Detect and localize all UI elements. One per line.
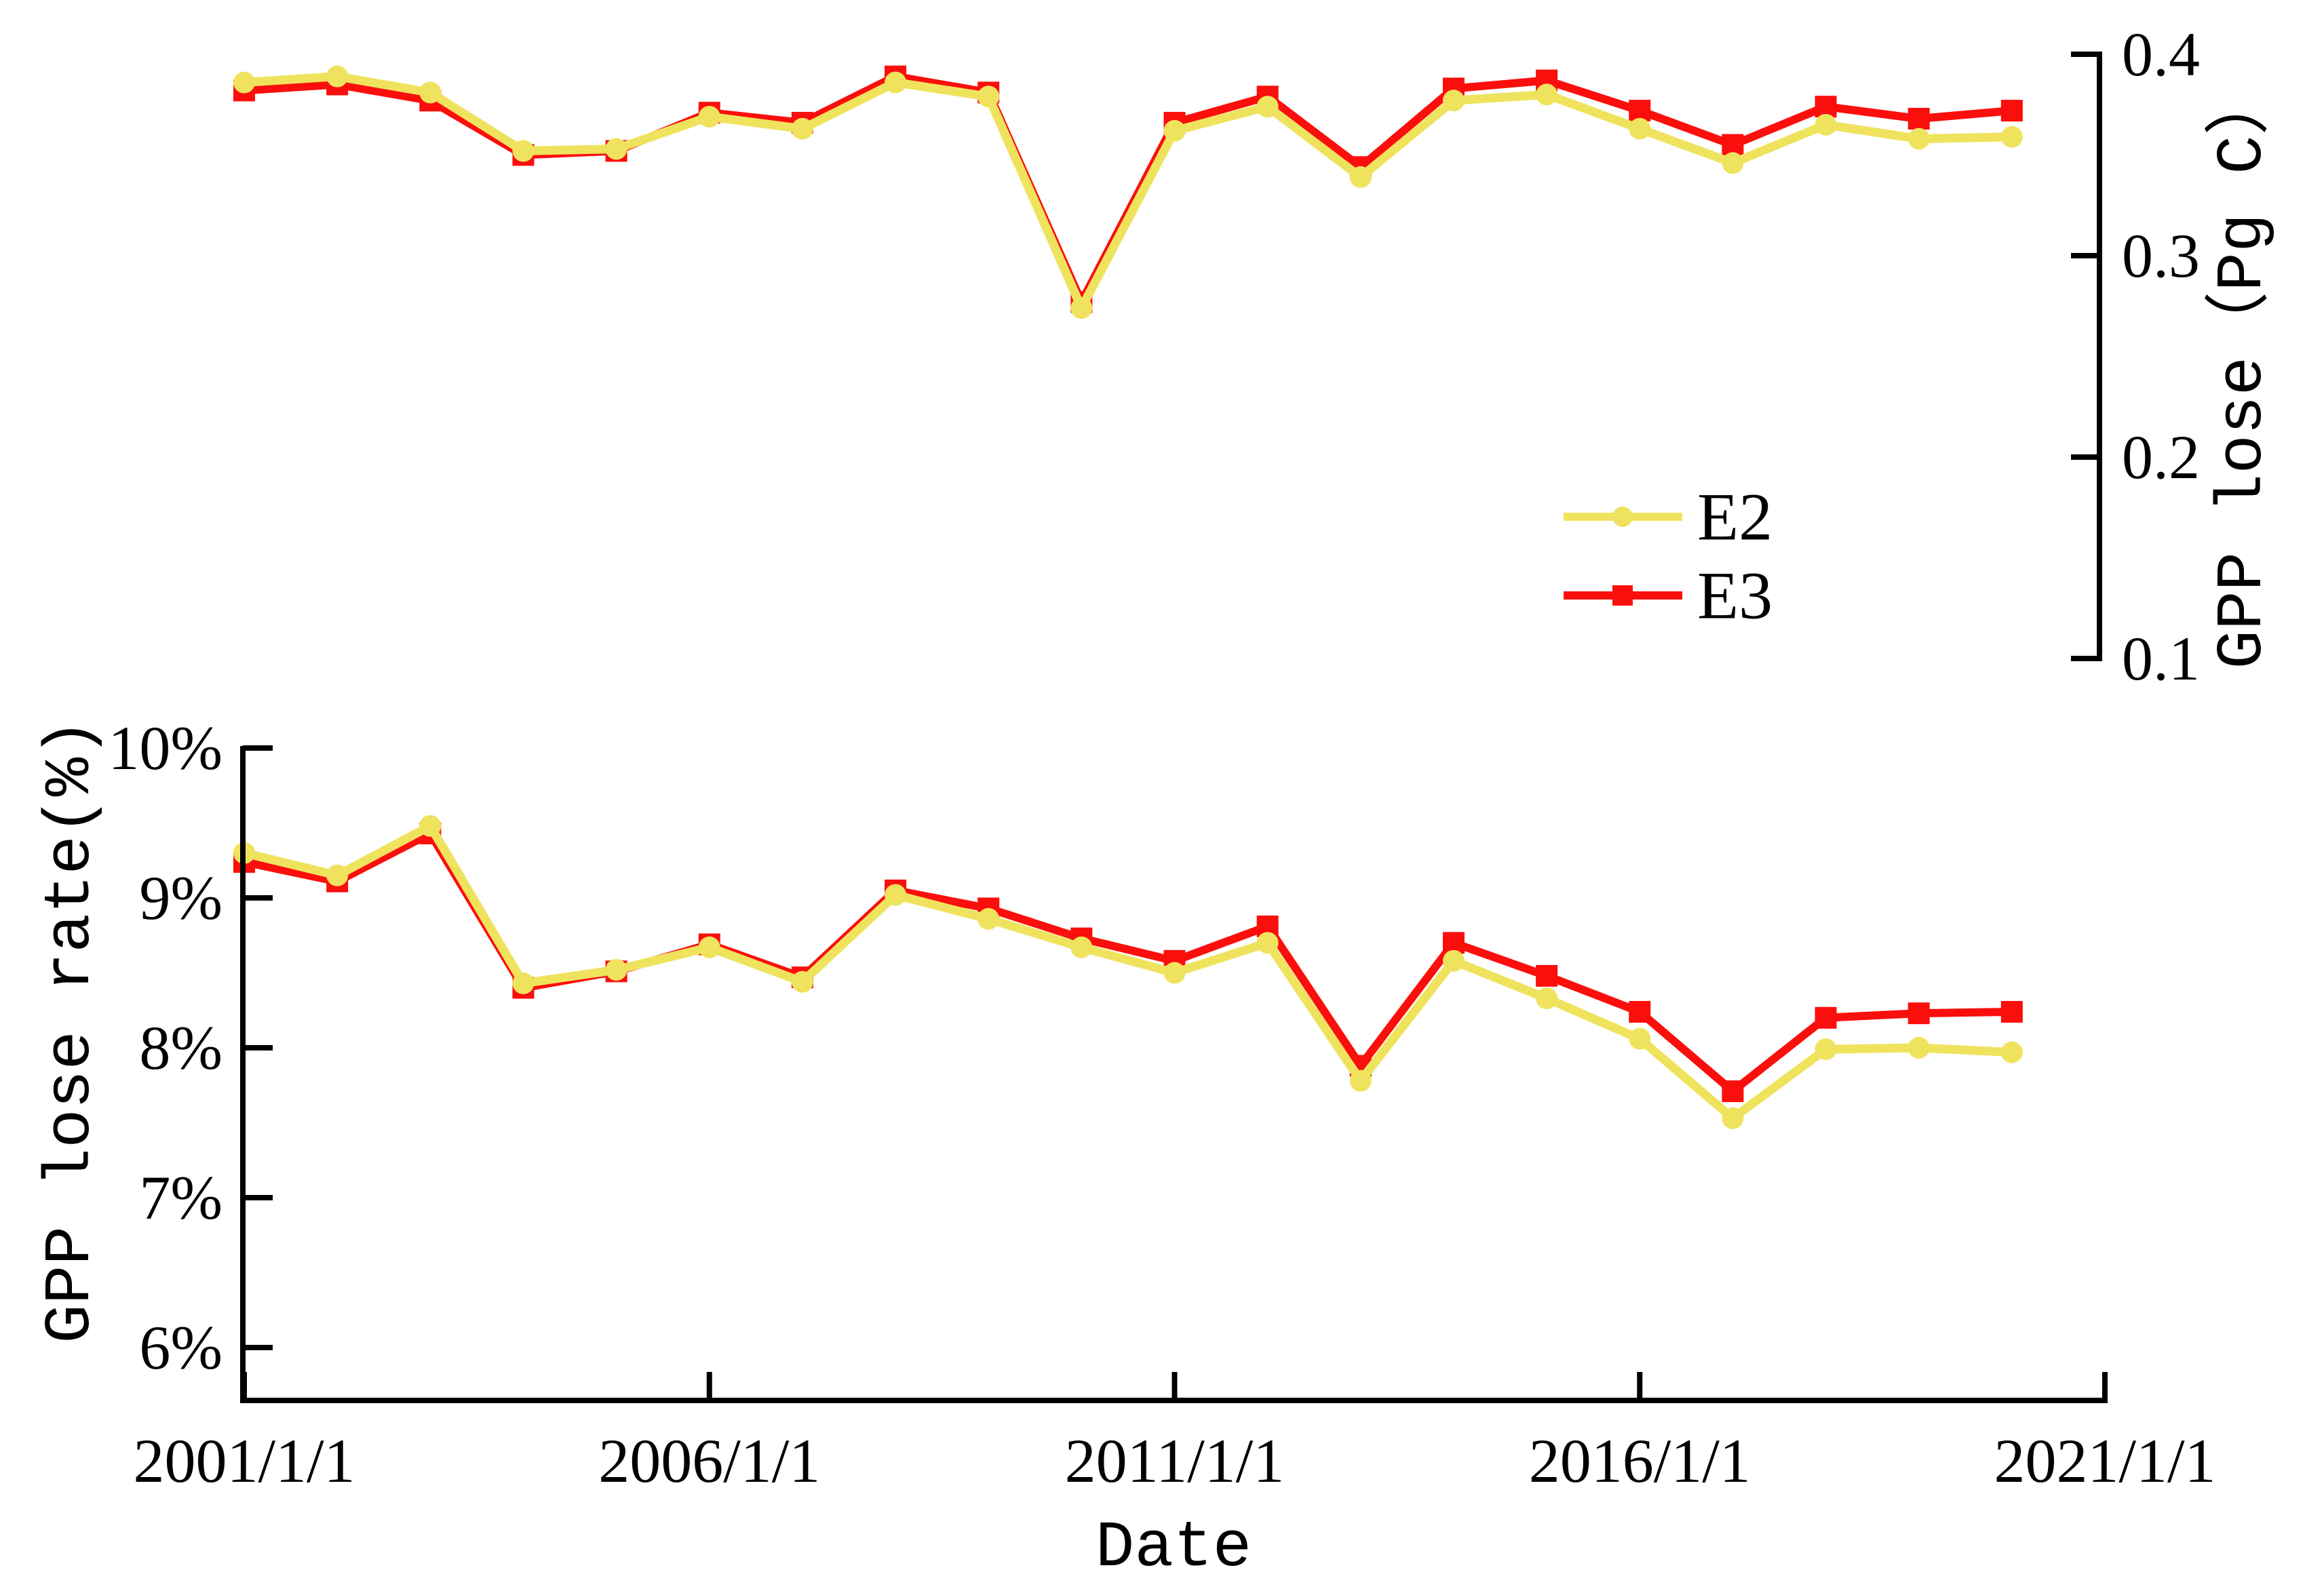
- marker-E3-bottom: [1722, 1080, 1744, 1103]
- marker-E2-top: [1163, 119, 1186, 142]
- marker-E2-bottom: [1815, 1038, 1837, 1061]
- right-y-tick-label: 0.1: [2122, 624, 2200, 693]
- marker-E2-top: [605, 138, 627, 160]
- marker-E2-bottom: [977, 907, 1000, 930]
- marker-E2-top: [1442, 90, 1465, 112]
- x-tick-label: 2001/1/1: [133, 1426, 355, 1495]
- marker-E2-top: [1629, 117, 1651, 140]
- marker-E3-top: [1629, 100, 1651, 122]
- marker-E3-bottom: [1629, 1000, 1651, 1023]
- marker-E2-bottom: [1629, 1027, 1651, 1050]
- top-panel: [233, 65, 2023, 319]
- marker-E2-bottom: [885, 884, 907, 906]
- marker-E2-top: [885, 71, 907, 94]
- left-y-tick-label: 7%: [139, 1163, 222, 1232]
- bottom-axes: 10% 9% 8% 7% 6% 2001/1/1 2006/1/1 2011/1/1 2016/…: [34, 713, 2216, 1585]
- marker-E2-top: [791, 117, 813, 140]
- marker-E3-bottom: [1536, 964, 1558, 987]
- marker-E2-top: [1536, 83, 1558, 106]
- line-E3-top: [244, 72, 2013, 307]
- marker-E2-top: [2000, 125, 2023, 148]
- marker-E2-bottom: [1722, 1107, 1744, 1129]
- marker-E2-bottom: [2000, 1041, 2023, 1063]
- right-y-tick-label: 0.3: [2122, 221, 2200, 290]
- marker-E2-top: [698, 106, 720, 128]
- marker-E2-top: [1907, 127, 1930, 150]
- marker-E2-top: [1722, 152, 1744, 174]
- marker-E2-top: [512, 140, 535, 162]
- marker-E3-top: [1722, 134, 1744, 156]
- legend-label-E2: E2: [1697, 479, 1773, 555]
- marker-E2-bottom: [1442, 949, 1465, 972]
- marker-E2-bottom: [326, 864, 349, 886]
- x-tick-label: 2011/1/1: [1065, 1426, 1285, 1495]
- right-y-tick-label: 0.4: [2122, 20, 2200, 89]
- marker-E2-bottom: [419, 814, 442, 837]
- left-y-tick-label: 9%: [139, 863, 222, 932]
- marker-E3-top: [1907, 108, 1930, 130]
- line-E2-bottom: [243, 821, 2013, 1123]
- marker-E2-bottom: [1070, 936, 1093, 958]
- marker-E3-top: [2000, 100, 2023, 122]
- marker-E2-top: [326, 65, 349, 87]
- left-y-axis-title: GPP lose rate(%): [34, 718, 108, 1343]
- legend-square-marker: [1612, 585, 1633, 606]
- marker-E3-bottom: [2000, 1000, 2023, 1023]
- left-y-tick-label: 6%: [139, 1313, 222, 1382]
- right-y-tick-label: 0.2: [2122, 423, 2200, 492]
- marker-E2-top: [419, 81, 442, 104]
- line-E2-top: [244, 72, 2012, 313]
- marker-E2-top: [977, 85, 1000, 108]
- x-tick-label: 2006/1/1: [598, 1426, 820, 1495]
- marker-E2-bottom: [1163, 962, 1186, 984]
- marker-E2-bottom: [512, 972, 535, 994]
- legend-label-E3: E3: [1697, 558, 1773, 633]
- legend-circle-marker: [1612, 507, 1633, 527]
- marker-E3-top: [1815, 96, 1837, 118]
- marker-E2-top: [233, 71, 255, 94]
- marker-E2-bottom: [605, 959, 627, 981]
- marker-E3-bottom: [1815, 1006, 1837, 1029]
- bottom-panel: [233, 814, 2023, 1129]
- left-y-tick-label: 8%: [139, 1013, 222, 1082]
- marker-E2-top: [1070, 297, 1093, 319]
- marker-E3-bottom: [1907, 1002, 1930, 1025]
- top-right-axis: 0.4 0.3 0.2 0.1 GPP lose（Pg C）: [2071, 20, 2280, 693]
- marker-E2-bottom: [698, 936, 720, 958]
- marker-E2-bottom: [1349, 1069, 1372, 1092]
- x-tick-label: 2016/1/1: [1529, 1426, 1751, 1495]
- marker-E2-bottom: [791, 970, 813, 993]
- marker-E2-bottom: [1907, 1037, 1930, 1059]
- right-y-axis-title: GPP lose（Pg C）: [2205, 70, 2280, 669]
- marker-E2-top: [1815, 113, 1837, 136]
- marker-E2-bottom: [1536, 987, 1558, 1010]
- marker-E2-bottom: [1256, 932, 1279, 954]
- left-y-tick-label: 10%: [108, 713, 222, 783]
- marker-E2-top: [1349, 166, 1372, 189]
- x-axis-title: Date: [1096, 1511, 1252, 1585]
- x-tick-label: 2021/1/1: [1994, 1426, 2215, 1495]
- marker-E2-top: [1256, 96, 1279, 118]
